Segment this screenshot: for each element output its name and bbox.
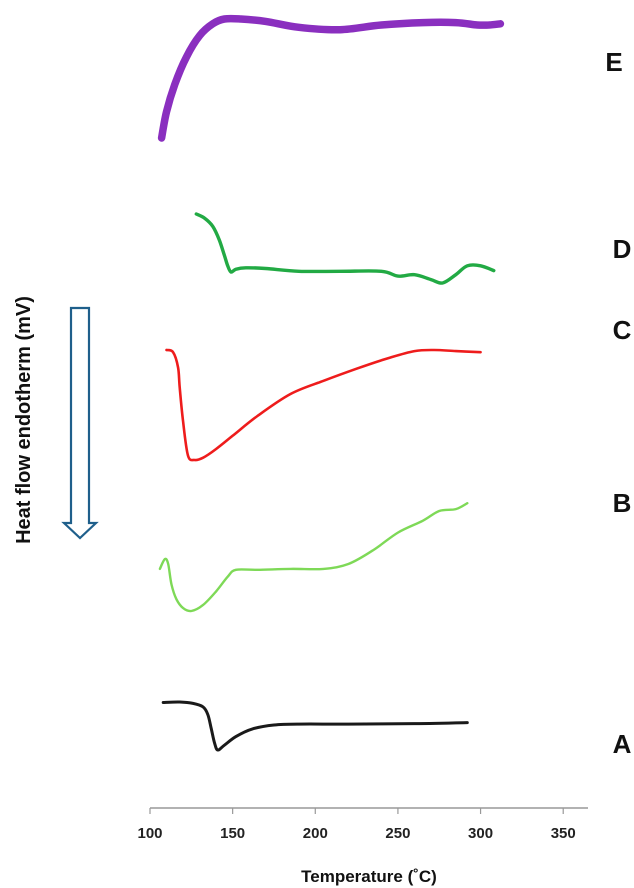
series-line-a bbox=[161, 700, 469, 752]
series-labels: A B C D E bbox=[605, 47, 631, 759]
x-tick-label: 250 bbox=[385, 825, 410, 842]
x-axis: 100 150 200 250 300 350 bbox=[137, 807, 588, 842]
series-label-c: C bbox=[613, 315, 632, 345]
series-line-e bbox=[157, 14, 505, 142]
series-line-b bbox=[158, 502, 469, 613]
x-axis-title: Temperature (˚C) bbox=[301, 867, 437, 886]
x-tick-label: 150 bbox=[220, 825, 245, 842]
series-label-a: A bbox=[613, 729, 632, 759]
down-arrow-icon bbox=[61, 306, 99, 540]
x-tick-label: 350 bbox=[551, 825, 576, 842]
x-tick-label: 300 bbox=[468, 825, 493, 842]
series-label-e: E bbox=[605, 47, 622, 77]
series-label-b: B bbox=[613, 488, 632, 518]
y-axis-title: Heat flow endotherm (mV) bbox=[13, 296, 35, 544]
heat-flow-arrow bbox=[61, 306, 99, 540]
series-line-c bbox=[165, 348, 482, 462]
series-line-d bbox=[194, 212, 496, 285]
x-tick-label: 200 bbox=[303, 825, 328, 842]
series-curves bbox=[157, 14, 505, 752]
x-tick-label: 100 bbox=[137, 825, 162, 842]
x-axis-ticks: 100 150 200 250 300 350 bbox=[137, 808, 576, 842]
series-label-d: D bbox=[613, 234, 632, 264]
